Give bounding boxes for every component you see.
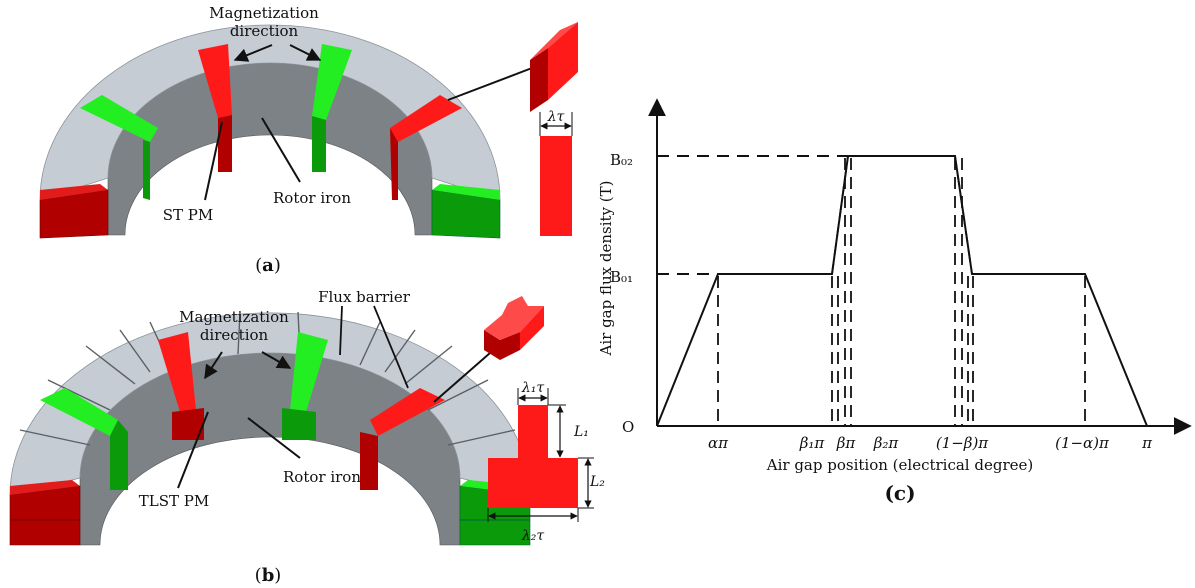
magnetization-arrow-left-b <box>204 351 223 380</box>
x-axis-label: Air gap position (electrical degree) <box>766 456 1033 474</box>
rotor-iron-label-a: Rotor iron <box>273 189 351 207</box>
magnet-3d-side-b <box>520 306 544 350</box>
magnet-3d-top-a <box>530 22 578 60</box>
magnetization-label-a-line2: direction <box>230 22 299 40</box>
caption-c: (c) <box>884 481 915 505</box>
x-tick-1: β₁π <box>799 434 826 452</box>
magnetization-label-b-line1: Magnetization <box>179 308 289 326</box>
width-label-a: λτ <box>547 109 565 125</box>
magnet-red-right-b <box>370 388 445 436</box>
flux-barrier-label: Flux barrier <box>318 288 411 306</box>
magnetization-label-b-line2: direction <box>200 326 269 344</box>
magnet-3d-side-a <box>548 22 578 100</box>
panel-c: B₀₂ B₀₁ O Air gap flux density (T) απ β₁… <box>597 98 1192 505</box>
origin-label: O <box>622 418 634 436</box>
magnetization-arrow-right-a <box>289 44 322 61</box>
flux-barrier-leader-2 <box>373 305 409 389</box>
end-block-left-b <box>9 485 81 546</box>
magnet-green-right-inner-a <box>312 116 326 172</box>
magnet-3d-front-b <box>484 330 520 360</box>
panel-b: Magnetization direction Flux barrier TLS… <box>9 288 605 586</box>
panel-a: Magnetization direction ST PM Rotor iron… <box>39 4 578 276</box>
rotor-iron-label-b: Rotor iron <box>283 468 361 486</box>
magnet-green-left-inner-b <box>110 420 128 490</box>
magnet-3d-top-b <box>484 296 544 340</box>
tlst-pm-label: TLST PM <box>139 492 209 510</box>
flux-density-waveform <box>656 155 1148 427</box>
magnet-red-right-a <box>390 95 462 142</box>
x-tick-2: βπ <box>836 434 857 452</box>
magnetization-arrow-left-a <box>233 44 273 62</box>
drop-lines <box>717 155 1086 426</box>
rotor-body-a <box>39 24 501 201</box>
magnet-3d-front-a <box>530 48 548 112</box>
magnet-green-left-a <box>80 95 158 142</box>
y-tick-b02: B₀₂ <box>610 151 633 169</box>
flux-barrier-leader-1 <box>339 305 343 356</box>
magnet-green-left-inner-a <box>143 140 150 200</box>
magnet-red-right-inner-b <box>360 432 378 490</box>
st-pm-label: ST PM <box>163 206 214 224</box>
magnet-red-left-inner-a <box>218 115 232 172</box>
magnet-red-left-inner-b <box>172 408 204 440</box>
magnet-section-a <box>540 136 572 236</box>
y-axis-label: Air gap flux density (T) <box>597 181 615 357</box>
magnet-red-right-inner-a <box>390 128 398 200</box>
caption-b: (b) <box>255 565 282 586</box>
detail-leader-b <box>433 345 499 403</box>
x-tick-3: β₂π <box>873 434 900 452</box>
rotor-leader-b <box>247 417 301 459</box>
end-block-right-top-a <box>432 184 500 200</box>
rotor-leader-a <box>261 117 301 183</box>
magnet-green-right-inner-b <box>282 408 316 440</box>
magnet-green-right-a <box>312 44 352 120</box>
magnetization-label-a-line1: Magnetization <box>209 4 319 22</box>
x-tick-0: απ <box>708 434 729 452</box>
end-block-left-top-b <box>10 480 80 495</box>
pm-leader-a <box>204 121 223 201</box>
x-tick-6: π <box>1141 434 1153 452</box>
x-tick-5: (1−α)π <box>1055 434 1110 452</box>
end-block-left-top-a <box>40 184 108 200</box>
magnet-red-left-a <box>198 44 232 118</box>
detail-leader-a <box>447 67 533 101</box>
x-tick-4: (1−β)π <box>936 434 989 452</box>
top-width-label: λ₁τ <box>521 380 544 396</box>
end-block-right-a <box>431 189 501 239</box>
l2-label: L₂ <box>589 474 605 490</box>
magnet-section-b <box>488 405 578 508</box>
pm-leader-b <box>177 411 209 489</box>
magnet-green-left-b <box>40 388 118 436</box>
l1-label: L₁ <box>573 424 589 440</box>
bottom-width-label: λ₂τ <box>521 528 544 544</box>
magnet-red-left-b <box>158 332 196 412</box>
caption-a: (a) <box>255 255 281 276</box>
magnetization-arrow-right-b <box>261 351 292 369</box>
y-tick-b01: B₀₁ <box>610 268 633 286</box>
magnet-green-right-b <box>290 332 328 412</box>
